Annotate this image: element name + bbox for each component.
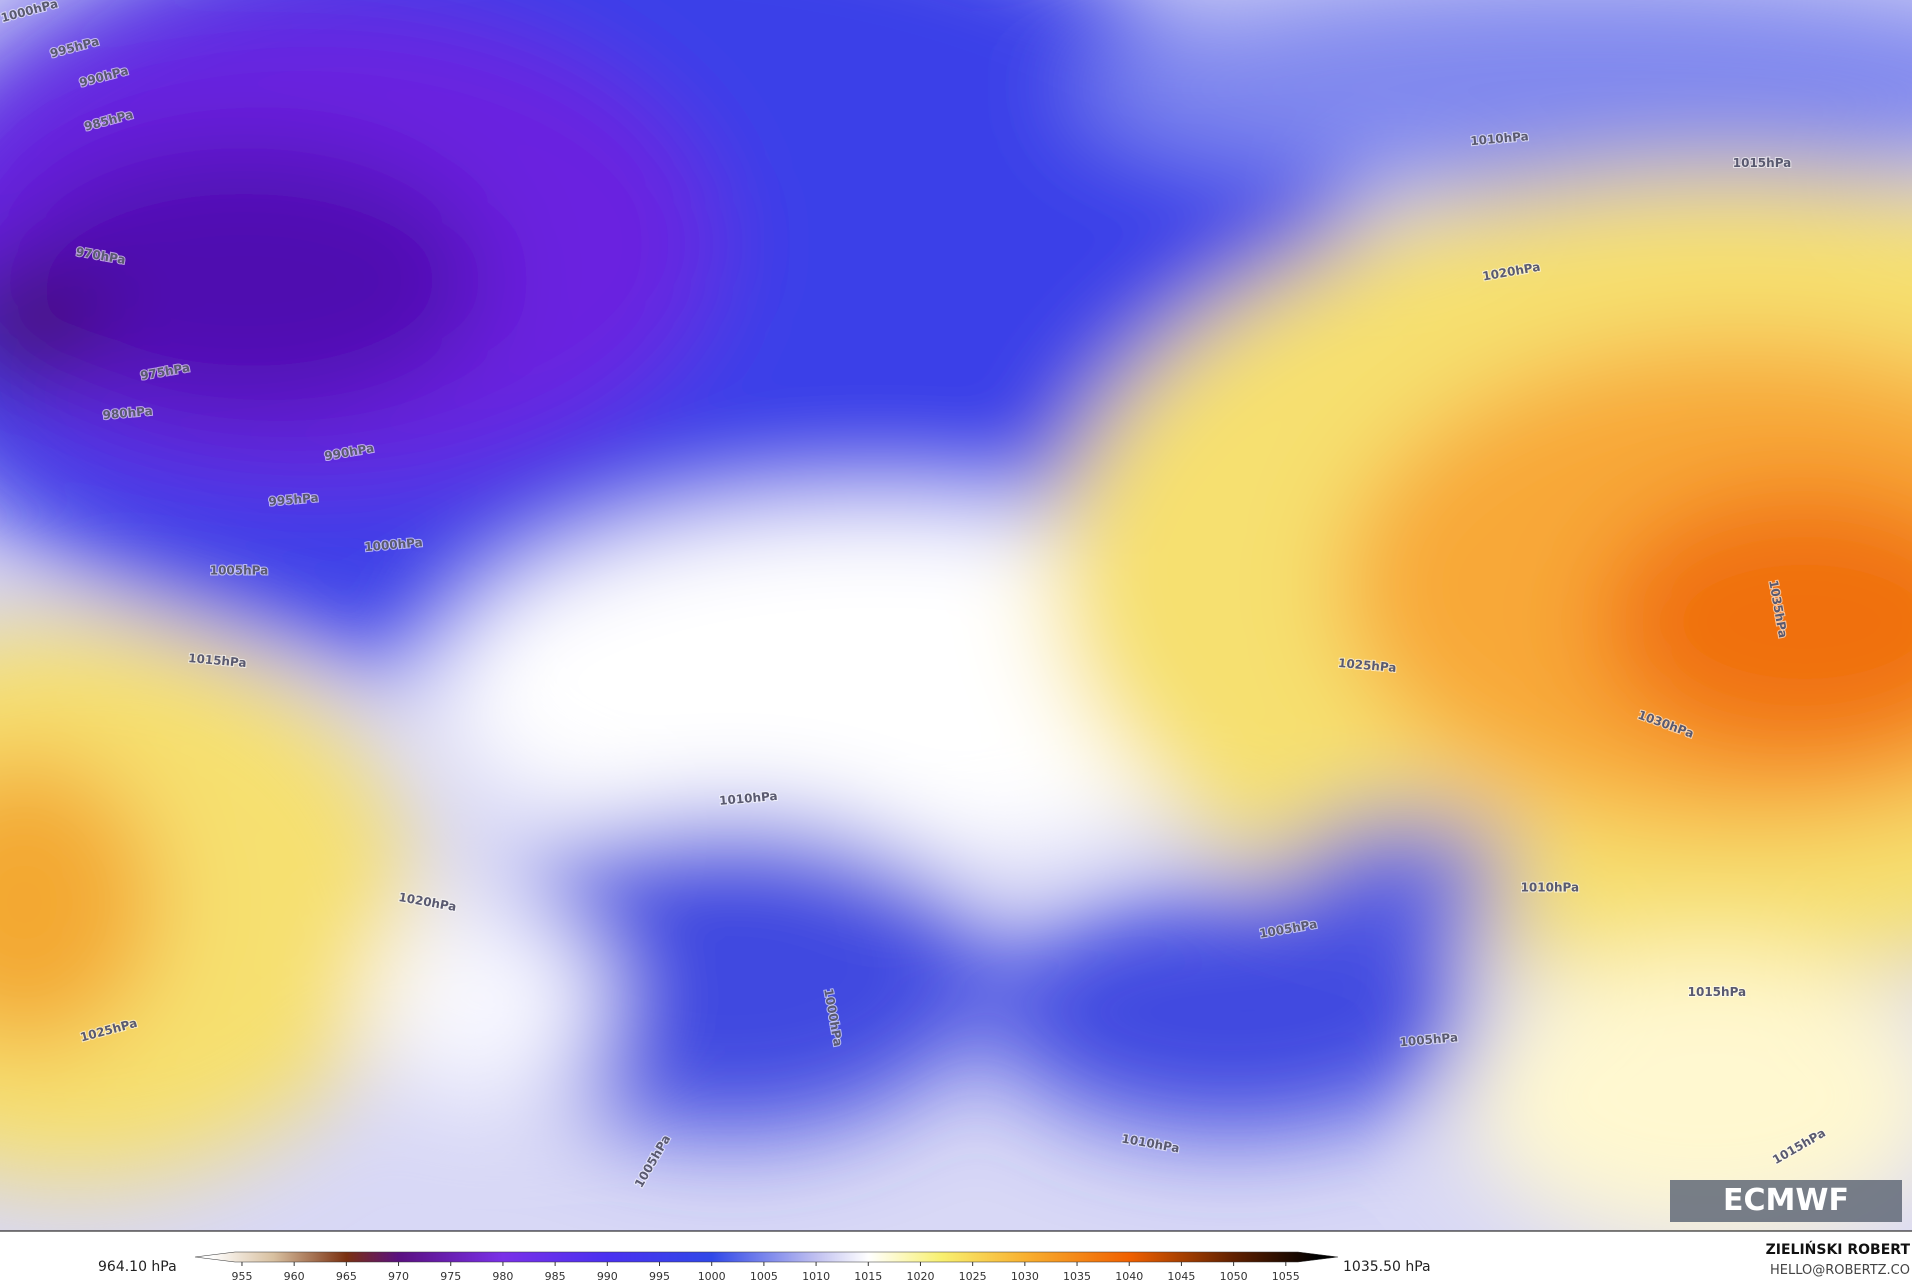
contour-label: 1025hPa <box>1338 656 1398 675</box>
contour-label: 1010hPa <box>719 789 779 808</box>
colorbar-tick-label: 1000 <box>698 1270 726 1283</box>
colorbar-tick-label: 1030 <box>1011 1270 1039 1283</box>
contour-label: 980hPa <box>102 404 153 422</box>
contour-label: 1015hPa <box>1688 985 1747 999</box>
email: HELLO@ROBERTZ.CO <box>1770 1263 1910 1278</box>
contour-label: 1000hPa <box>364 535 424 554</box>
colorbar-tick-label: 990 <box>597 1270 618 1283</box>
colorbar-tick-label: 1010 <box>802 1270 830 1283</box>
colorbar-tick-label: 970 <box>388 1270 409 1283</box>
colorbar-tick-label: 955 <box>231 1270 252 1283</box>
author: ZIELIŃSKI ROBERT <box>1766 1240 1911 1258</box>
contour-label: 995hPa <box>268 490 319 508</box>
colorbar-tick-label: 960 <box>284 1270 305 1283</box>
min-label: 964.10 hPa <box>98 1259 177 1275</box>
colorbar-tick-label: 965 <box>336 1270 357 1283</box>
pressure-field: ECMWF <box>0 0 1912 1231</box>
contour-label: 1015hPa <box>1733 156 1792 170</box>
colorbar-tick-label: 1055 <box>1272 1270 1300 1283</box>
contour-label: 1010hPa <box>1521 880 1580 894</box>
colorbar-tick-label: 1035 <box>1063 1270 1091 1283</box>
colorbar-tick-label: 1015 <box>854 1270 882 1283</box>
colorbar-tick-label: 1050 <box>1220 1270 1248 1283</box>
colorbar-tick-label: 985 <box>545 1270 566 1283</box>
colorbar-tick-label: 1045 <box>1167 1270 1195 1283</box>
colorbar-tick-label: 1025 <box>959 1270 987 1283</box>
contour-label: 1005hPa <box>1399 1030 1459 1049</box>
colorbar-tick-label: 1040 <box>1115 1270 1143 1283</box>
contour-label: 1005hPa <box>210 563 269 577</box>
colorbar-tick-label: 980 <box>492 1270 513 1283</box>
contour-label: 1015hPa <box>188 651 248 670</box>
colorbar <box>194 1251 1339 1263</box>
logo-box <box>1670 1180 1902 1222</box>
logo: ECMWF <box>1723 1183 1849 1218</box>
colorbar-tick-label: 995 <box>649 1270 670 1283</box>
colorbar-tick-label: 975 <box>440 1270 461 1283</box>
colorbar-tick-label: 1020 <box>906 1270 934 1283</box>
colorbar-tick-label: 1005 <box>750 1270 778 1283</box>
max-label: 1035.50 hPa <box>1343 1259 1431 1275</box>
contour-label: 1010hPa <box>1470 129 1530 148</box>
